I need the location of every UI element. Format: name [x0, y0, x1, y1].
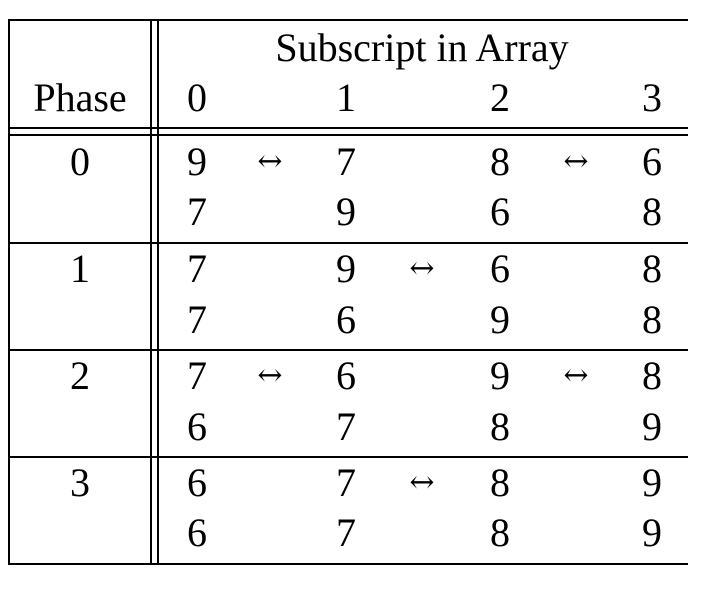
phase-label: 1 [70, 246, 90, 291]
swap-arrow-icon: ↔ [563, 144, 589, 179]
table-bottom-rule [8, 563, 688, 565]
column-header-3: 3 [642, 75, 662, 120]
swap-arrow-icon: ↔ [257, 358, 283, 393]
array-value: 7 [187, 246, 207, 291]
array-value: 9 [187, 139, 207, 184]
array-value: 9 [642, 510, 662, 555]
subscript-group-header: Subscript in Array [275, 25, 569, 70]
array-value: 7 [336, 510, 356, 555]
array-value: 9 [642, 404, 662, 449]
array-value: 7 [336, 139, 356, 184]
array-value: 6 [490, 189, 510, 234]
array-value: 8 [490, 460, 510, 505]
array-value: 6 [336, 297, 356, 342]
array-value: 9 [642, 460, 662, 505]
phase-label: 3 [70, 460, 90, 505]
column-header-2: 2 [490, 75, 510, 120]
phase-divider [8, 349, 688, 351]
phase-column-header: Phase [33, 75, 127, 120]
array-value: 7 [336, 460, 356, 505]
phase-column-rule-right [157, 19, 159, 565]
table-left-rule [8, 19, 10, 565]
array-value: 8 [642, 246, 662, 291]
swap-arrow-icon: ↔ [409, 251, 435, 286]
array-value: 8 [490, 510, 510, 555]
array-value: 6 [187, 510, 207, 555]
array-value: 9 [490, 297, 510, 342]
array-value: 8 [642, 297, 662, 342]
array-value: 9 [490, 353, 510, 398]
column-header-0: 0 [187, 75, 207, 120]
array-value: 9 [336, 246, 356, 291]
array-value: 6 [642, 139, 662, 184]
table-top-rule [8, 19, 688, 21]
array-value: 7 [336, 404, 356, 449]
swap-arrow-icon: ↔ [257, 144, 283, 179]
array-value: 6 [187, 404, 207, 449]
phase-column-rule-left [150, 19, 152, 565]
phase-label: 2 [70, 353, 90, 398]
array-value: 8 [642, 189, 662, 234]
swap-arrow-icon: ↔ [563, 358, 589, 393]
phase-divider [8, 456, 688, 458]
phase-label: 0 [70, 139, 90, 184]
array-value: 8 [642, 353, 662, 398]
array-value: 6 [336, 353, 356, 398]
array-value: 8 [490, 404, 510, 449]
header-rule-upper [8, 127, 688, 129]
swap-arrow-icon: ↔ [409, 465, 435, 500]
array-value: 9 [336, 189, 356, 234]
array-value: 7 [187, 189, 207, 234]
array-value: 7 [187, 297, 207, 342]
array-value: 8 [490, 139, 510, 184]
array-value: 7 [187, 353, 207, 398]
array-value: 6 [490, 246, 510, 291]
array-value: 6 [187, 460, 207, 505]
column-header-1: 1 [336, 75, 356, 120]
header-rule-lower [8, 134, 688, 136]
phase-divider [8, 242, 688, 244]
